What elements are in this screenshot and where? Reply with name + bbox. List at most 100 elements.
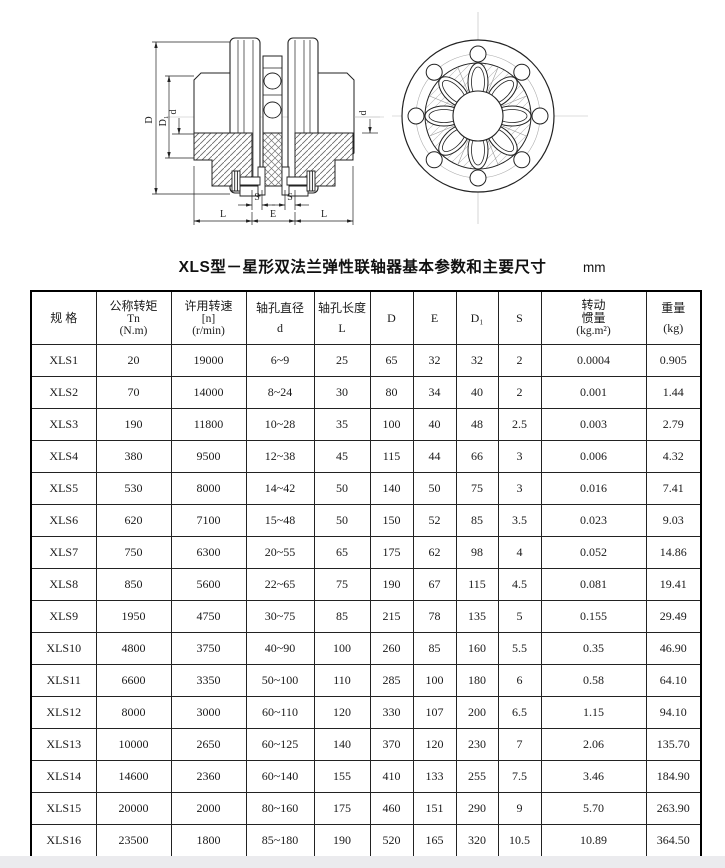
table-cell: 85: [313, 600, 371, 633]
table-cell: 263.90: [645, 792, 702, 825]
table-cell: 75: [313, 568, 371, 601]
table-cell: 85: [412, 632, 457, 665]
center-bore-circle: [453, 91, 503, 141]
page-title: XLS型－星形双法兰弹性联轴器基本参数和主要尺寸: [178, 259, 547, 276]
dimension-D1: [165, 75, 194, 159]
table-cell: 14.86: [645, 536, 702, 569]
table-cell: 10.5: [497, 824, 542, 858]
table-cell: 5600: [170, 568, 247, 601]
table-cell: 30~75: [245, 600, 315, 633]
table-cell: 100: [369, 408, 414, 441]
table-cell: 60~125: [245, 728, 315, 761]
table-cell: 115: [455, 568, 499, 601]
table-cell: XLS16: [30, 824, 97, 858]
table-cell: XLS6: [30, 504, 97, 537]
table-cell: 520: [369, 824, 414, 858]
table-cell: XLS13: [30, 728, 97, 761]
table-cell: 150: [369, 504, 414, 537]
table-cell: 4.5: [497, 568, 542, 601]
table-row: XLS6 620 7100 15~48 50 150 52 85 3.5 0.023 9.03: [30, 504, 702, 537]
table-body: XLS1 20 19000 6~9 25 65 32 32 2 0.0004 0.905 XLS2 70…: [30, 344, 702, 858]
table-cell: 35: [313, 408, 371, 441]
table-cell: 2: [497, 376, 542, 409]
table-row: XLS1 20 19000 6~9 25 65 32 32 2 0.0004 0.905: [30, 344, 702, 377]
table-cell: 0.052: [540, 536, 647, 569]
table-cell: 50: [313, 472, 371, 505]
left-bolt-assembly: [232, 167, 265, 196]
table-cell: 175: [369, 536, 414, 569]
col-header-inertia: 转动 惯量 (kg.m²): [540, 290, 647, 345]
table-cell: 40: [412, 408, 457, 441]
dim-label-L-right: L: [321, 209, 327, 220]
table-cell: 0.023: [540, 504, 647, 537]
table-cell: 115: [369, 440, 414, 473]
table-cell: 32: [412, 344, 457, 377]
table-cell: 190: [369, 568, 414, 601]
col-header-S: S: [497, 290, 542, 345]
dim-label-L-left: L: [220, 209, 226, 220]
table-cell: XLS1: [30, 344, 97, 377]
table-cell: XLS3: [30, 408, 97, 441]
table-cell: 0.081: [540, 568, 647, 601]
table-cell: 8000: [170, 472, 247, 505]
table-cell: 20000: [95, 792, 172, 825]
table-cell: 66: [455, 440, 499, 473]
table-cell: 165: [412, 824, 457, 858]
table-cell: 155: [313, 760, 371, 793]
table-row: XLS10 4800 3750 40~90 100 260 85 160 5.5 0.35 46.9…: [30, 632, 702, 665]
table-cell: 4800: [95, 632, 172, 665]
bolt-holes: [408, 46, 548, 186]
table-cell: 60~140: [245, 760, 315, 793]
table-cell: XLS10: [30, 632, 97, 665]
dim-label-d-right: d: [358, 111, 369, 116]
col-header-spec: 规 格: [30, 290, 97, 345]
table-cell: 19000: [170, 344, 247, 377]
table-cell: 530: [95, 472, 172, 505]
col-header-weight: 重量 (kg): [645, 290, 702, 345]
table-cell: 85: [455, 504, 499, 537]
table-cell: 11800: [170, 408, 247, 441]
table-cell: 330: [369, 696, 414, 729]
table-cell: 19.41: [645, 568, 702, 601]
table-cell: 7: [497, 728, 542, 761]
table-cell: 0.35: [540, 632, 647, 665]
table-cell: 40: [455, 376, 499, 409]
table-cell: XLS7: [30, 536, 97, 569]
table-cell: 40~90: [245, 632, 315, 665]
table-cell: 0.006: [540, 440, 647, 473]
table-cell: 7.5: [497, 760, 542, 793]
col-header-D1: D₁: [455, 290, 499, 345]
table-cell: 215: [369, 600, 414, 633]
table-cell: 3.46: [540, 760, 647, 793]
col-header-D: D: [369, 290, 414, 345]
table-cell: 65: [369, 344, 414, 377]
table-row: XLS14 14600 2360 60~140 155 410 133 255 7.5 3.46 1…: [30, 760, 702, 793]
table-cell: 1950: [95, 600, 172, 633]
table-cell: 60~110: [245, 696, 315, 729]
table-cell: 0.003: [540, 408, 647, 441]
table-cell: 80~160: [245, 792, 315, 825]
table-cell: 70: [95, 376, 172, 409]
table-row: XLS11 6600 3350 50~100 110 285 100 180 6 0.58 64.1…: [30, 664, 702, 697]
table-cell: 2360: [170, 760, 247, 793]
table-cell: XLS14: [30, 760, 97, 793]
table-cell: 5: [497, 600, 542, 633]
table-row: XLS4 380 9500 12~38 45 115 44 66 3 0.006 4.32: [30, 440, 702, 473]
table-cell: 46.90: [645, 632, 702, 665]
table-cell: 285: [369, 664, 414, 697]
dim-label-D: D: [144, 116, 155, 123]
table-cell: 260: [369, 632, 414, 665]
table-cell: 50: [412, 472, 457, 505]
table-cell: 290: [455, 792, 499, 825]
table-cell: 1.44: [645, 376, 702, 409]
table-cell: 0.905: [645, 344, 702, 377]
table-cell: 62: [412, 536, 457, 569]
dim-label-D1: D₁: [158, 116, 169, 127]
table-cell: 3350: [170, 664, 247, 697]
table-cell: 3: [497, 440, 542, 473]
table-cell: 0.016: [540, 472, 647, 505]
table-cell: 0.001: [540, 376, 647, 409]
table-cell: 100: [412, 664, 457, 697]
table-cell: 2.5: [497, 408, 542, 441]
table-cell: 0.58: [540, 664, 647, 697]
